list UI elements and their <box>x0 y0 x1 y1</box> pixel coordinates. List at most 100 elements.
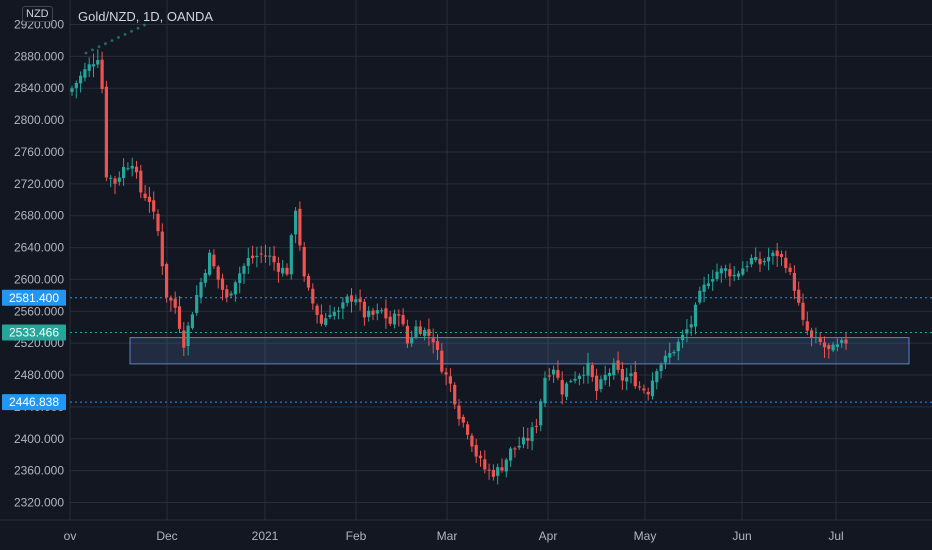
candle-body <box>831 344 835 351</box>
candle-body <box>143 193 147 199</box>
candle-body <box>328 314 332 318</box>
y-tick-label: 2480.000 <box>14 368 64 382</box>
candle-body <box>431 338 435 343</box>
candle <box>676 338 680 361</box>
candle <box>758 251 762 273</box>
ma-dot <box>123 33 127 36</box>
candle <box>543 371 547 408</box>
candle <box>392 309 397 329</box>
candle <box>384 299 388 329</box>
y-tick-label: 2720.000 <box>14 177 64 191</box>
candle-body <box>392 313 397 325</box>
candle-body <box>87 64 91 71</box>
candle-body <box>711 279 715 282</box>
candle-body <box>719 268 723 274</box>
candle <box>311 283 315 310</box>
ma-dot <box>104 42 107 46</box>
candle-body <box>749 258 753 265</box>
candle-body <box>659 364 663 372</box>
candle-body <box>397 314 401 316</box>
candle <box>401 308 405 327</box>
candle <box>724 264 728 279</box>
x-axis[interactable]: ov Dec 2021 Feb Mar Apr May Jun Jul <box>0 519 932 543</box>
candle-body <box>444 372 448 375</box>
candle <box>177 296 182 333</box>
candle <box>620 361 624 390</box>
candle-body <box>655 371 659 383</box>
candle <box>483 450 487 474</box>
candle <box>642 384 646 394</box>
candle <box>259 245 263 264</box>
candle-body <box>521 437 526 445</box>
candle <box>315 303 319 324</box>
candle-body <box>173 298 177 308</box>
candle <box>139 164 143 199</box>
candle <box>100 51 104 94</box>
candle-body <box>122 166 126 179</box>
candle-body <box>801 302 805 320</box>
candle-body <box>595 375 599 391</box>
candle <box>810 327 814 347</box>
candle <box>212 249 216 269</box>
candle-body <box>427 329 431 336</box>
candle <box>130 157 134 177</box>
candle <box>104 80 108 182</box>
y-tick-label: 2560.000 <box>14 304 64 318</box>
candle-body <box>401 315 405 325</box>
candle <box>736 270 741 281</box>
candle-body <box>208 252 212 275</box>
candle-body <box>414 326 418 337</box>
candle <box>745 261 749 272</box>
candle-body <box>590 365 594 378</box>
candle-body <box>156 213 160 232</box>
y-axis[interactable]: 2320.0002360.0002400.0002440.0002480.000… <box>14 18 64 510</box>
candle-body <box>474 444 478 457</box>
candle <box>719 265 723 283</box>
candle <box>272 245 276 271</box>
candle-body <box>827 345 831 349</box>
candle-body <box>259 253 263 255</box>
x-tick-label: May <box>634 529 657 543</box>
price-lines <box>70 297 932 403</box>
candle <box>775 242 779 267</box>
candle-body <box>152 200 156 212</box>
ma-dot <box>117 36 120 39</box>
candle-body <box>130 165 134 169</box>
ma-dot <box>91 48 94 52</box>
candle <box>607 368 612 387</box>
candle-body <box>225 289 229 298</box>
candle <box>380 307 384 314</box>
candle-body <box>96 59 100 65</box>
candle <box>337 306 341 320</box>
candle-body <box>779 254 784 258</box>
candle <box>573 371 577 384</box>
candle <box>668 342 672 365</box>
candle <box>840 337 844 348</box>
candle <box>229 291 233 298</box>
candle-body <box>491 469 495 477</box>
support-zone[interactable] <box>129 337 910 365</box>
candle-body <box>186 325 190 346</box>
candle <box>423 327 427 341</box>
candle <box>126 162 130 171</box>
candle-body <box>388 316 392 324</box>
candle-body <box>79 75 83 84</box>
candle-body <box>741 268 745 275</box>
candle-body <box>681 334 685 341</box>
candle <box>513 446 517 458</box>
candle-body <box>341 302 345 309</box>
candle-body <box>294 210 298 235</box>
candle <box>203 269 207 288</box>
candle <box>173 291 177 314</box>
candle-body <box>440 350 444 372</box>
candle-body <box>216 266 220 280</box>
candle-body <box>530 427 534 442</box>
candle-body <box>500 467 504 471</box>
candle <box>220 273 225 301</box>
currency-badge[interactable]: NZD <box>22 6 53 22</box>
candle <box>470 433 474 452</box>
candle-body <box>620 368 624 381</box>
candle <box>375 303 379 321</box>
candles <box>70 23 848 485</box>
